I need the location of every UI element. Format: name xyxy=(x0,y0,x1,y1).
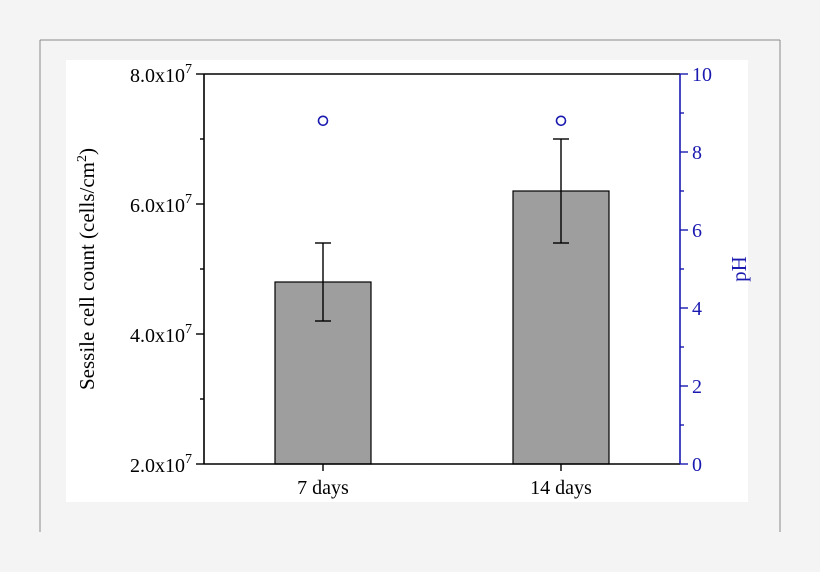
y2-tick-label-2: 4 xyxy=(692,298,702,320)
plot-panel xyxy=(66,60,748,502)
y2-tick-label-4: 8 xyxy=(692,142,702,164)
y-axis-title-right: pH xyxy=(727,256,751,282)
y-tick-label-0: 2.0x107 xyxy=(130,452,192,477)
x-tick-label-0: 7 days xyxy=(297,477,349,499)
ph-series xyxy=(317,115,567,127)
y-axis-title-left: Sessile cell count (cells/cm2) xyxy=(75,148,99,390)
error-bars xyxy=(315,138,569,322)
y2-tick-label-5: 10 xyxy=(692,64,712,86)
ph-point-0 xyxy=(317,115,329,127)
x-ticks: 7 days 14 days xyxy=(297,464,592,499)
y2-tick-label-0: 0 xyxy=(692,454,702,476)
y-tick-label-1: 4.0x107 xyxy=(130,322,192,347)
y2-tick-label-1: 2 xyxy=(692,376,702,398)
y-ticks-right: 0 2 4 6 8 10 xyxy=(680,64,712,476)
y-tick-label-2: 6.0x107 xyxy=(130,192,192,217)
y-tick-label-3: 8.0x107 xyxy=(130,62,192,87)
y-ticks-left: 2.0x107 4.0x107 6.0x107 8.0x107 xyxy=(130,62,204,477)
ph-point-1 xyxy=(555,115,567,127)
y2-tick-label-3: 6 xyxy=(692,220,702,242)
x-tick-label-1: 14 days xyxy=(530,477,592,499)
